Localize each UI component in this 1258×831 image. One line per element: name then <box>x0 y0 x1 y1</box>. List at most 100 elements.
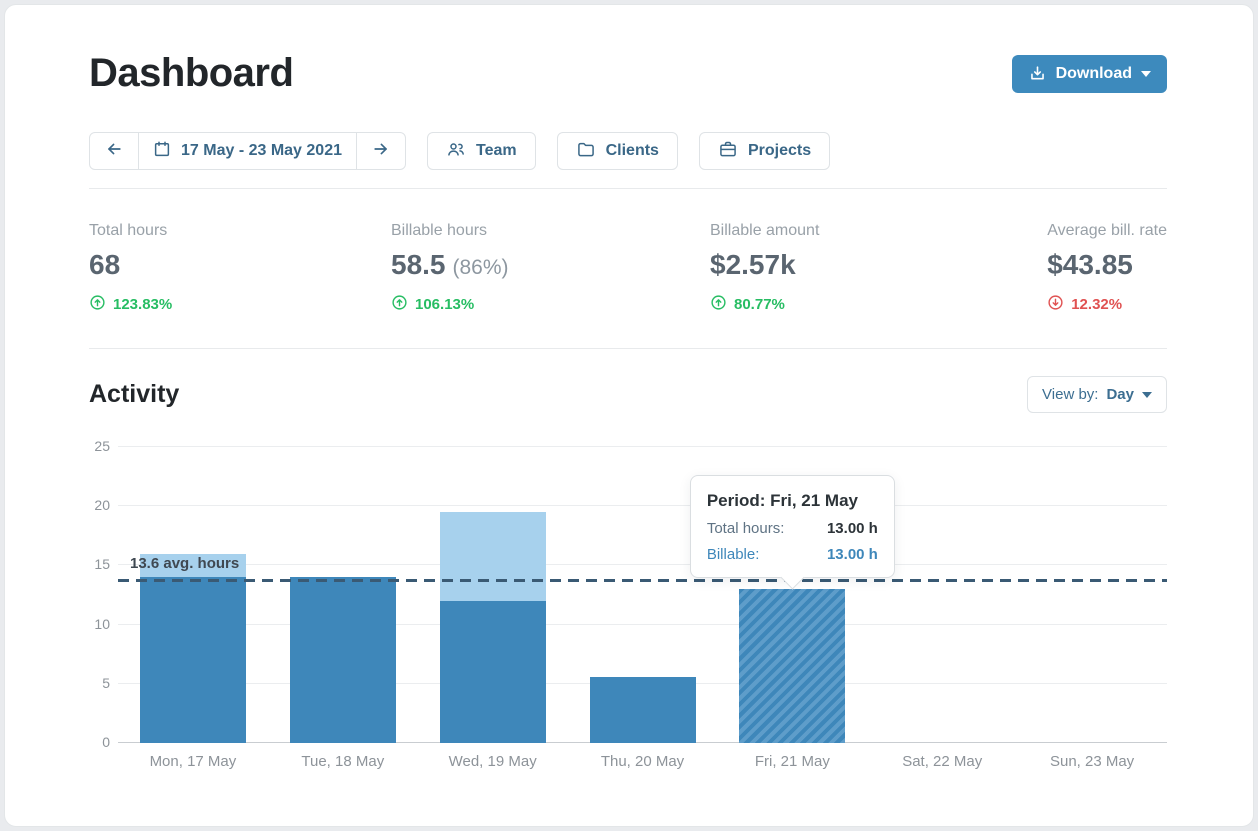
calendar-icon <box>153 140 171 163</box>
divider <box>89 348 1167 349</box>
billable-segment <box>139 577 246 743</box>
grid-line: 20 <box>94 497 1167 513</box>
view-by-prefix: View by: <box>1042 386 1099 403</box>
arrow-down-circle-icon <box>1047 294 1064 315</box>
bar-mon[interactable] <box>139 553 246 743</box>
tooltip-title: Period: Fri, 21 May <box>706 491 859 510</box>
bar-tue[interactable] <box>289 577 396 743</box>
date-range-button[interactable]: 17 May - 23 May 2021 <box>138 133 356 169</box>
billable-segment <box>289 577 396 743</box>
divider <box>89 188 1167 189</box>
clients-filter-label: Clients <box>605 142 659 159</box>
activity-title: Activity <box>89 380 180 408</box>
billable-segment <box>589 676 696 743</box>
average-line-label: 13.6 avg. hours <box>130 554 240 572</box>
arrow-up-circle-icon <box>710 294 727 315</box>
page-title: Dashboard <box>89 51 294 95</box>
stat-change: 123.83% <box>113 296 173 313</box>
tooltip-value: 13.00 h <box>826 520 878 537</box>
download-icon <box>1028 64 1047 83</box>
y-tick-label: 0 <box>102 734 110 750</box>
stat-value: 68 <box>89 249 121 280</box>
x-tick-label: Mon, 17 May <box>149 753 237 770</box>
average-line <box>118 578 1167 582</box>
stat-billable-hours: Billable hours 58.5 (86%) 106.13% <box>391 222 710 315</box>
stat-label: Billable amount <box>710 222 820 239</box>
chart-plot: Period: Fri, 21 May Total hours: 13.00 h… <box>94 438 1167 750</box>
stat-total-hours: Total hours 68 123.83% <box>89 222 391 315</box>
stat-value: $43.85 <box>1047 249 1133 280</box>
projects-filter-label: Projects <box>747 142 812 159</box>
non-billable-segment <box>139 553 246 578</box>
header: Dashboard Download <box>89 51 1167 96</box>
arrow-left-icon <box>104 139 124 164</box>
chevron-down-icon <box>1141 70 1151 77</box>
y-tick-label: 5 <box>102 674 110 691</box>
x-tick-label: Wed, 19 May <box>448 753 537 770</box>
y-tick-label: 25 <box>94 438 110 454</box>
activity-header: Activity View by: Day <box>89 376 1167 413</box>
bar-column <box>1017 447 1167 743</box>
stat-value: $2.57k <box>710 249 796 280</box>
bar-column <box>568 447 718 743</box>
previous-period-button[interactable] <box>90 133 138 169</box>
tooltip-row-total: Total hours: 13.00 h <box>707 520 878 537</box>
briefcase-icon <box>718 139 738 164</box>
x-tick-label: Fri, 21 May <box>754 753 830 770</box>
team-icon <box>446 139 466 164</box>
stat-value: 58.5 <box>391 249 446 280</box>
clients-filter-button[interactable]: Clients <box>556 132 678 170</box>
billable-segment <box>739 589 846 743</box>
projects-filter-button[interactable]: Projects <box>698 132 831 170</box>
stat-label: Total hours <box>89 222 168 239</box>
bar-fri[interactable] <box>739 589 846 743</box>
dashboard-card: Dashboard Download <box>4 4 1254 827</box>
non-billable-segment <box>439 512 546 601</box>
bar-wed[interactable] <box>439 512 546 743</box>
billable-segment <box>439 600 546 743</box>
stat-change: 12.32% <box>1071 296 1123 313</box>
chevron-down-icon <box>1142 391 1152 398</box>
arrow-up-circle-icon <box>89 294 106 315</box>
stat-extra: (86%) <box>452 256 509 279</box>
grid-line: 25 <box>94 438 1167 454</box>
x-tick-label: Sun, 23 May <box>1049 753 1135 770</box>
chart-x-axis: Mon, 17 May Tue, 18 May Wed, 19 May Thu, 20… <box>118 753 1167 770</box>
stat-label: Billable hours <box>391 222 488 239</box>
date-range-picker: 17 May - 23 May 2021 <box>89 132 406 170</box>
stat-change: 80.77% <box>734 296 785 313</box>
tooltip-value: 13.00 h <box>826 546 878 563</box>
view-by-value: Day <box>1106 386 1134 403</box>
bar-thu[interactable] <box>589 676 696 743</box>
chart-tooltip: Period: Fri, 21 May Total hours: 13.00 h… <box>689 475 895 578</box>
arrow-up-circle-icon <box>391 294 408 315</box>
folder-icon <box>576 139 596 164</box>
toolbar: 17 May - 23 May 2021 <box>89 132 1167 170</box>
stat-billable-amount: Billable amount $2.57k 80.77% <box>710 222 1045 315</box>
stat-change: 106.13% <box>415 296 475 313</box>
x-tick-label: Sat, 22 May <box>902 753 983 770</box>
stat-average-bill-rate: Average bill. rate $43.85 12.32% <box>1047 222 1167 315</box>
team-filter-label: Team <box>476 142 517 159</box>
next-period-button[interactable] <box>356 133 405 169</box>
arrow-right-icon <box>371 139 391 164</box>
bar-column <box>717 447 867 743</box>
summary-stats: Total hours 68 123.83% Billabl <box>89 189 1167 315</box>
team-filter-button[interactable]: Team <box>427 132 536 170</box>
stat-label: Average bill. rate <box>1047 222 1167 239</box>
download-button[interactable]: Download <box>1011 54 1167 93</box>
x-tick-label: Thu, 20 May <box>600 753 685 770</box>
y-tick-label: 15 <box>94 556 110 573</box>
view-by-dropdown[interactable]: View by: Day <box>1027 376 1167 413</box>
tooltip-label: Total hours: <box>706 520 785 537</box>
grid-line: 10 <box>94 616 1167 632</box>
tooltip-row-billable: Billable: 13.00 h <box>707 546 878 563</box>
y-tick-label: 20 <box>94 497 110 514</box>
x-tick-label: Tue, 18 May <box>301 753 385 770</box>
y-tick-label: 10 <box>94 615 110 632</box>
bar-column <box>118 447 268 743</box>
grid-line: 15 <box>94 556 1167 572</box>
bar-series <box>118 447 1167 743</box>
download-label: Download <box>1055 64 1132 82</box>
bar-column <box>418 447 568 743</box>
